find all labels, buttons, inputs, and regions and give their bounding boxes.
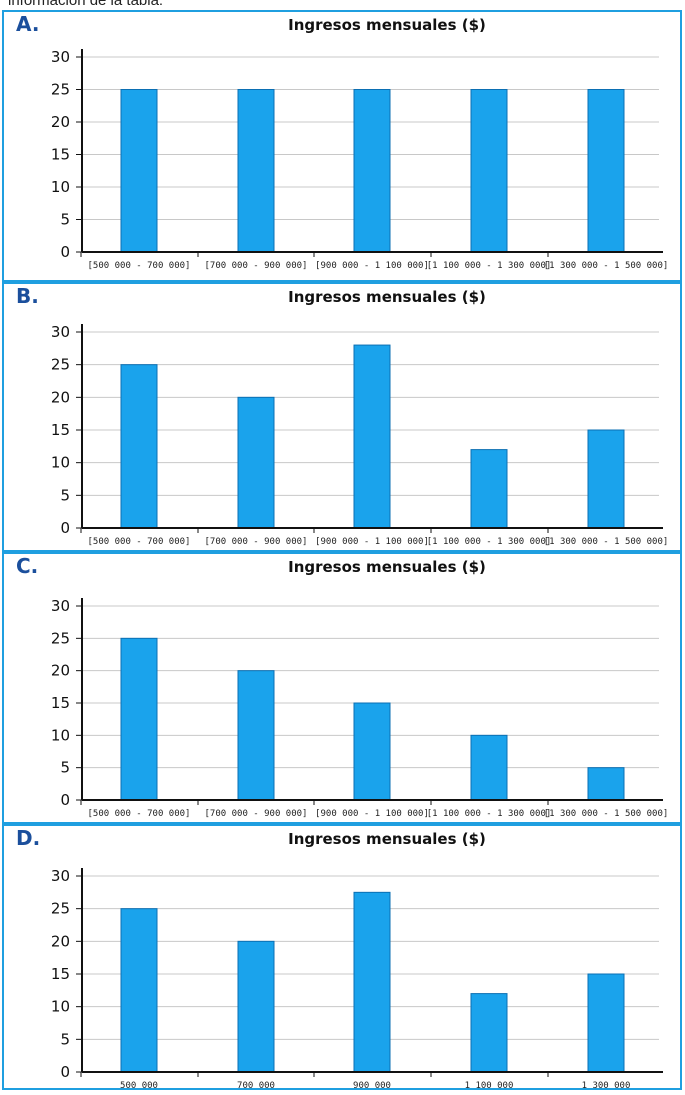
y-tick-label: 25 <box>51 356 70 374</box>
x-tick-label: 700 000 <box>237 1081 275 1091</box>
x-tick-label: [1 300 000 - 1 500 000] <box>544 537 669 547</box>
x-tick-label: [700 000 - 900 000] <box>205 261 308 271</box>
y-tick-label: 20 <box>51 113 70 131</box>
chart-panel-b: B. Ingresos mensuales ($) 0 5 10 15 20 25 30 [5… <box>2 282 682 552</box>
bar-chart-a: 0 5 10 15 20 25 30 [500 000 - 700 000] [700 000 … <box>51 48 669 271</box>
bar <box>587 89 625 253</box>
y-tick-label: 0 <box>60 243 70 261</box>
y-tick-label: 20 <box>51 662 70 680</box>
y-tick-label: 10 <box>51 726 70 744</box>
y-tick-label: 25 <box>51 629 70 647</box>
y-tick-label: 0 <box>60 519 70 537</box>
y-tick-label: 25 <box>51 900 70 918</box>
bar <box>120 89 158 253</box>
chart-panel-c: C. Ingresos mensuales ($) 0 5 10 15 20 25 30 [5… <box>2 552 682 824</box>
y-tick-label: 15 <box>51 421 70 439</box>
chart-panel-d: D. Ingresos mensuales ($) 0 5 10 15 20 25 30 50… <box>2 824 682 1091</box>
bar-chart-b: 0 5 10 15 20 25 30 [500 000 - 700 000] [700 000 … <box>51 323 669 547</box>
panel-label: A. <box>16 12 40 36</box>
y-tick-label: 10 <box>51 998 70 1016</box>
y-tick-label: 30 <box>51 48 70 66</box>
panel-label: B. <box>16 284 39 308</box>
bar <box>353 702 391 801</box>
x-tick-label: [1 100 000 - 1 300 000] <box>427 261 552 271</box>
y-tick-label: 5 <box>60 1030 70 1048</box>
y-tick-label: 10 <box>51 454 70 472</box>
chart-title: Ingresos mensuales ($) <box>288 558 486 576</box>
x-tick-label: [1 100 000 - 1 300 000] <box>427 809 552 819</box>
y-tick-label: 30 <box>51 597 70 615</box>
y-tick-label: 5 <box>60 759 70 777</box>
x-tick-label: [1 300 000 - 1 500 000] <box>544 809 669 819</box>
y-tick-label: 25 <box>51 81 70 99</box>
bar <box>587 767 625 801</box>
y-tick-label: 0 <box>60 791 70 809</box>
bar <box>353 89 391 253</box>
y-tick-label: 15 <box>51 146 70 164</box>
chart-panel-a: A. Ingresos mensuales ($) 0 5 10 15 20 25 30 [5… <box>2 10 682 282</box>
bar <box>470 734 508 801</box>
bar <box>237 89 275 253</box>
top-instruction-text: información de la tabla: <box>8 0 164 9</box>
x-tick-label: 900 000 <box>353 1081 391 1091</box>
x-tick-label: [500 000 - 700 000] <box>88 809 191 819</box>
y-tick-label: 15 <box>51 694 70 712</box>
chart-title: Ingresos mensuales ($) <box>288 830 486 848</box>
y-tick-label: 15 <box>51 965 70 983</box>
bar <box>120 637 158 801</box>
y-tick-label: 5 <box>60 486 70 504</box>
bar <box>353 344 391 529</box>
bar-chart-c: 0 5 10 15 20 25 30 [500 000 - 700 000] [700 000 … <box>51 597 669 819</box>
bar <box>237 396 275 529</box>
x-tick-label: [900 000 - 1 100 000] <box>315 809 429 819</box>
bar <box>120 364 158 529</box>
y-tick-label: 0 <box>60 1063 70 1081</box>
bar <box>470 449 508 529</box>
bar-chart-d: 0 5 10 15 20 25 30 500 000 700 000 900 000 1 100 0… <box>51 867 663 1091</box>
y-tick-label: 30 <box>51 867 70 885</box>
bar <box>470 993 508 1073</box>
y-tick-label: 10 <box>51 178 70 196</box>
panel-label: C. <box>16 554 39 578</box>
bar <box>237 940 275 1073</box>
x-tick-label: 1 100 000 <box>465 1081 514 1091</box>
y-tick-label: 30 <box>51 323 70 341</box>
x-tick-label: [1 300 000 - 1 500 000] <box>544 261 669 271</box>
x-tick-label: 500 000 <box>120 1081 158 1091</box>
x-tick-label: [900 000 - 1 100 000] <box>315 261 429 271</box>
bar <box>587 429 625 529</box>
chart-title: Ingresos mensuales ($) <box>288 288 486 306</box>
bar <box>470 89 508 253</box>
x-tick-label: [700 000 - 900 000] <box>205 537 308 547</box>
panel-label: D. <box>16 826 41 850</box>
x-tick-label: [1 100 000 - 1 300 000] <box>427 537 552 547</box>
x-tick-label: [500 000 - 700 000] <box>88 537 191 547</box>
x-tick-label: 1 300 000 <box>582 1081 631 1091</box>
y-tick-label: 5 <box>60 211 70 229</box>
y-tick-label: 20 <box>51 388 70 406</box>
x-tick-label: [500 000 - 700 000] <box>88 261 191 271</box>
chart-title: Ingresos mensuales ($) <box>288 16 486 34</box>
bar <box>353 891 391 1073</box>
x-tick-label: [900 000 - 1 100 000] <box>315 537 429 547</box>
bar <box>587 973 625 1073</box>
y-tick-label: 20 <box>51 932 70 950</box>
x-tick-label: [700 000 - 900 000] <box>205 809 308 819</box>
bar <box>237 670 275 801</box>
bar <box>120 908 158 1073</box>
